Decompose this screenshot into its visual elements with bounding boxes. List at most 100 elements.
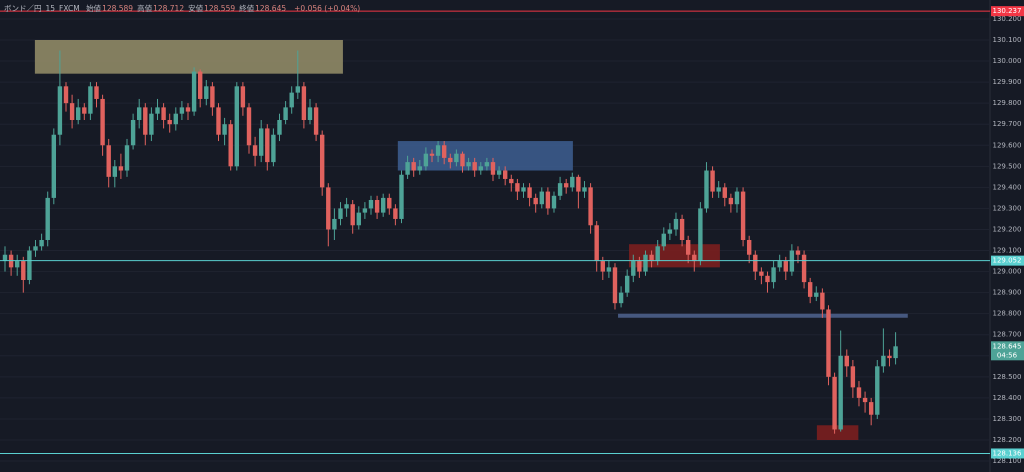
- candle-body: [15, 261, 20, 268]
- price-label-bg: [991, 448, 1024, 459]
- candle-body: [795, 250, 801, 255]
- y-tick-label: 129.800: [993, 99, 1022, 107]
- legend-value: 128.589: [102, 4, 134, 13]
- candle-body: [600, 261, 605, 272]
- candle-body: [832, 376, 837, 430]
- y-tick-label: 128.100: [993, 457, 1022, 465]
- candle-body: [307, 107, 313, 120]
- y-tick-label: 128.500: [993, 373, 1022, 381]
- candle-body: [246, 107, 252, 146]
- candle-body: [740, 191, 746, 240]
- candle-body: [472, 162, 477, 171]
- y-tick-label: 129.300: [993, 204, 1022, 212]
- candle-body: [204, 86, 209, 99]
- y-tick-label: 130.200: [993, 15, 1022, 23]
- candle-body: [374, 200, 380, 213]
- candle-body: [405, 162, 410, 175]
- candle-body: [112, 166, 117, 177]
- candle-body: [380, 197, 386, 213]
- candle-body: [807, 282, 813, 297]
- price-label: 129.052: [993, 257, 1022, 265]
- candle-body: [216, 107, 221, 135]
- symbol[interactable]: ボンド／円: [4, 4, 42, 13]
- candle-body: [411, 162, 416, 171]
- candle-body: [197, 71, 203, 99]
- candle-body: [728, 197, 734, 205]
- legend-label: 終値: [239, 4, 255, 13]
- candle-body: [496, 170, 502, 175]
- candle-body: [679, 218, 685, 240]
- interval[interactable]: 15: [45, 4, 56, 13]
- candle-body: [704, 170, 709, 209]
- candle-body: [466, 162, 471, 167]
- y-tick-label: 128.200: [993, 436, 1022, 444]
- candle-body: [527, 187, 532, 198]
- candle-body: [783, 261, 788, 272]
- candle-body: [716, 187, 721, 192]
- candle-body: [417, 166, 422, 171]
- candle-body: [856, 387, 862, 398]
- candle-body: [893, 346, 898, 359]
- candle-body: [2, 254, 8, 262]
- y-tick-label: 128.400: [993, 394, 1022, 402]
- candle-body: [332, 218, 337, 230]
- candle-body: [124, 145, 130, 171]
- candle-body: [722, 187, 727, 198]
- candle-body: [557, 183, 563, 196]
- candle-body: [399, 174, 404, 219]
- candle-body: [502, 170, 508, 179]
- candle-body: [624, 275, 630, 293]
- countdown: 04:56: [997, 351, 1018, 359]
- candle-body: [570, 176, 575, 188]
- legend-value: 128.645: [255, 4, 287, 13]
- candle-body: [820, 292, 825, 310]
- candle-body: [844, 355, 849, 367]
- candle-body: [368, 200, 374, 209]
- y-tick-label: 129.900: [993, 78, 1022, 86]
- candle-body: [551, 195, 557, 209]
- candle-body: [771, 267, 776, 283]
- candle-body: [838, 355, 843, 430]
- y-tick-label: 129.600: [993, 141, 1022, 149]
- candle-body: [228, 124, 233, 167]
- candle-body: [338, 208, 343, 219]
- y-tick-label: 129.400: [993, 183, 1022, 191]
- candle-body: [75, 107, 81, 120]
- candle-body: [130, 120, 136, 146]
- price-label-bg: [991, 6, 1024, 17]
- candle-body: [88, 86, 93, 114]
- candle-body: [222, 124, 227, 135]
- candle-body: [448, 157, 453, 163]
- y-tick-label: 129.500: [993, 162, 1022, 170]
- price-label: 128.136: [993, 449, 1022, 457]
- y-tick-label: 129.700: [993, 120, 1022, 128]
- candle-body: [655, 246, 660, 262]
- candle-body: [435, 145, 441, 156]
- candle-body: [746, 240, 752, 255]
- y-tick-label: 128.300: [993, 415, 1022, 423]
- candle-body: [649, 254, 654, 262]
- candle-body: [106, 145, 111, 177]
- candle-body: [344, 204, 349, 209]
- candle-body: [118, 166, 124, 171]
- candle-body: [887, 355, 892, 359]
- axis-panel: [990, 0, 1024, 472]
- candle-body: [814, 292, 819, 297]
- change: +0.056 (+0.04%): [294, 4, 361, 13]
- candle-body: [143, 107, 148, 135]
- header: ボンド／円 15 FXCM 始値128.589 高値128.712 安値128.559 終…: [4, 3, 364, 14]
- candle-body: [667, 229, 673, 234]
- candle-body: [637, 261, 642, 272]
- candle-body: [509, 178, 514, 184]
- candle-body: [234, 86, 239, 167]
- zone: [629, 244, 720, 268]
- candle-body: [167, 120, 172, 125]
- legend-label: 始値: [86, 4, 102, 13]
- y-tick-label: 129.200: [993, 225, 1022, 233]
- last-price-bg: [991, 341, 1024, 361]
- candle-body: [515, 183, 520, 192]
- candle-body: [545, 191, 551, 209]
- candle-body: [576, 176, 581, 192]
- candle-body: [777, 261, 782, 268]
- zone: [816, 425, 859, 440]
